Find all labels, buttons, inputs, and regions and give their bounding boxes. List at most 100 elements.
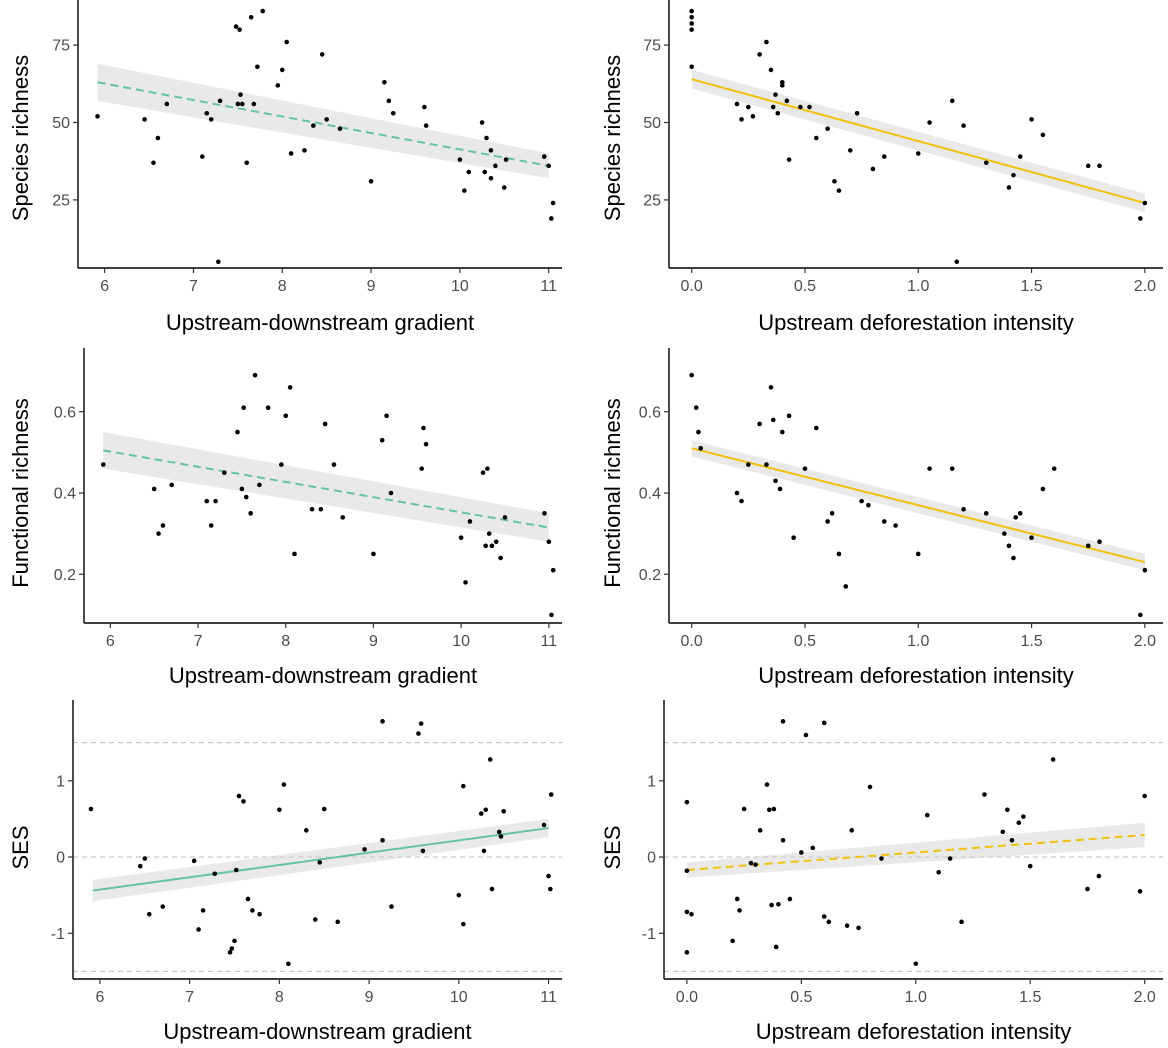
data-point xyxy=(196,927,201,932)
data-point xyxy=(813,425,819,431)
data-point xyxy=(250,908,255,913)
data-point xyxy=(160,523,166,528)
data-point xyxy=(284,39,289,45)
data-point xyxy=(773,478,778,484)
x-axis-title: Upstream deforestation intensity xyxy=(756,1019,1072,1044)
data-point xyxy=(1142,200,1148,206)
x-tick-label: 9 xyxy=(369,633,378,650)
x-tick-label: 0.0 xyxy=(676,989,698,1006)
data-point xyxy=(337,126,343,132)
x-tick-label: 8 xyxy=(281,633,290,650)
data-point xyxy=(843,584,849,589)
y-tick-label: 0.4 xyxy=(54,486,76,503)
data-point xyxy=(457,157,463,162)
data-point xyxy=(309,506,315,512)
data-point xyxy=(1096,873,1102,879)
data-point xyxy=(730,938,735,944)
data-point xyxy=(764,782,770,787)
data-point xyxy=(949,466,955,471)
data-point xyxy=(689,64,694,70)
data-point xyxy=(757,52,762,57)
data-point xyxy=(825,519,830,524)
x-tick-label: 9 xyxy=(367,278,376,295)
data-point xyxy=(780,837,786,843)
data-point xyxy=(807,104,812,110)
data-point xyxy=(866,502,871,508)
x-tick-label: 7 xyxy=(189,278,198,295)
data-point xyxy=(689,27,694,32)
data-point xyxy=(419,466,424,471)
data-point xyxy=(1009,837,1015,843)
data-point xyxy=(1085,163,1091,169)
data-point xyxy=(100,462,106,467)
data-point xyxy=(856,925,861,931)
y-tick-label: 75 xyxy=(52,38,70,55)
data-point xyxy=(479,120,485,125)
x-tick-label: 11 xyxy=(540,989,557,1006)
data-point xyxy=(421,425,426,431)
data-point xyxy=(257,911,262,917)
data-point xyxy=(390,110,396,116)
data-point xyxy=(200,154,205,159)
data-point xyxy=(775,110,781,116)
data-point xyxy=(927,466,932,471)
data-point xyxy=(786,157,792,162)
data-point xyxy=(770,417,776,423)
data-point xyxy=(1142,793,1147,799)
data-point xyxy=(859,498,864,504)
data-point xyxy=(236,793,242,799)
data-point xyxy=(1050,757,1056,762)
data-point xyxy=(746,104,751,110)
y-axis-title: Functional richness xyxy=(8,398,33,588)
data-point xyxy=(484,135,489,141)
data-point xyxy=(693,405,699,410)
y-tick-label: 50 xyxy=(52,115,70,132)
data-point xyxy=(483,807,489,813)
fit-line xyxy=(686,833,1145,871)
data-point xyxy=(870,166,876,172)
data-point xyxy=(260,8,266,14)
data-point xyxy=(836,551,842,557)
data-point xyxy=(1085,543,1091,549)
chart-panel-functional-richness-gradient: 6 7 8 9 10 11 0.2 0.4 0.6 Upstream-downstream gra… xyxy=(8,348,562,688)
data-point xyxy=(416,731,421,736)
x-tick-label: 9 xyxy=(365,989,374,1006)
data-point xyxy=(380,719,385,724)
data-point xyxy=(832,179,837,184)
data-point xyxy=(501,185,507,190)
data-point xyxy=(312,917,318,922)
x-tick-label: 1.0 xyxy=(905,989,927,1006)
data-point xyxy=(844,923,850,928)
y-tick-label: -1 xyxy=(51,926,65,943)
data-point xyxy=(241,799,246,804)
data-point xyxy=(813,135,819,141)
x-tick-label: 11 xyxy=(541,633,558,650)
data-point xyxy=(541,154,547,159)
x-tick-label: 2.0 xyxy=(1134,278,1156,295)
data-point xyxy=(382,79,387,85)
data-point xyxy=(461,783,466,789)
data-point xyxy=(340,515,346,520)
data-point xyxy=(893,523,898,528)
data-point xyxy=(257,482,262,488)
data-point xyxy=(803,732,809,738)
x-tick-label: 7 xyxy=(185,989,194,1006)
data-point xyxy=(466,169,472,175)
data-point xyxy=(216,259,221,265)
data-point xyxy=(483,543,488,549)
x-tick-label: 11 xyxy=(540,278,557,295)
data-point xyxy=(879,856,884,861)
data-point xyxy=(753,862,758,867)
y-tick-label: 25 xyxy=(52,192,70,209)
confidence-band xyxy=(103,432,549,542)
data-point xyxy=(318,506,324,512)
chart-panel-species-richness-deforestation: 0.0 0.5 1.0 1.5 2.0 25 50 75 Upstream deforestat… xyxy=(600,0,1163,335)
data-point xyxy=(371,551,376,557)
data-point xyxy=(549,216,554,221)
data-point xyxy=(380,837,385,843)
data-point xyxy=(881,154,887,159)
data-point xyxy=(734,101,740,107)
data-point xyxy=(696,429,701,435)
data-point xyxy=(493,539,499,545)
x-axis-title: Upstream-downstream gradient xyxy=(169,663,477,688)
